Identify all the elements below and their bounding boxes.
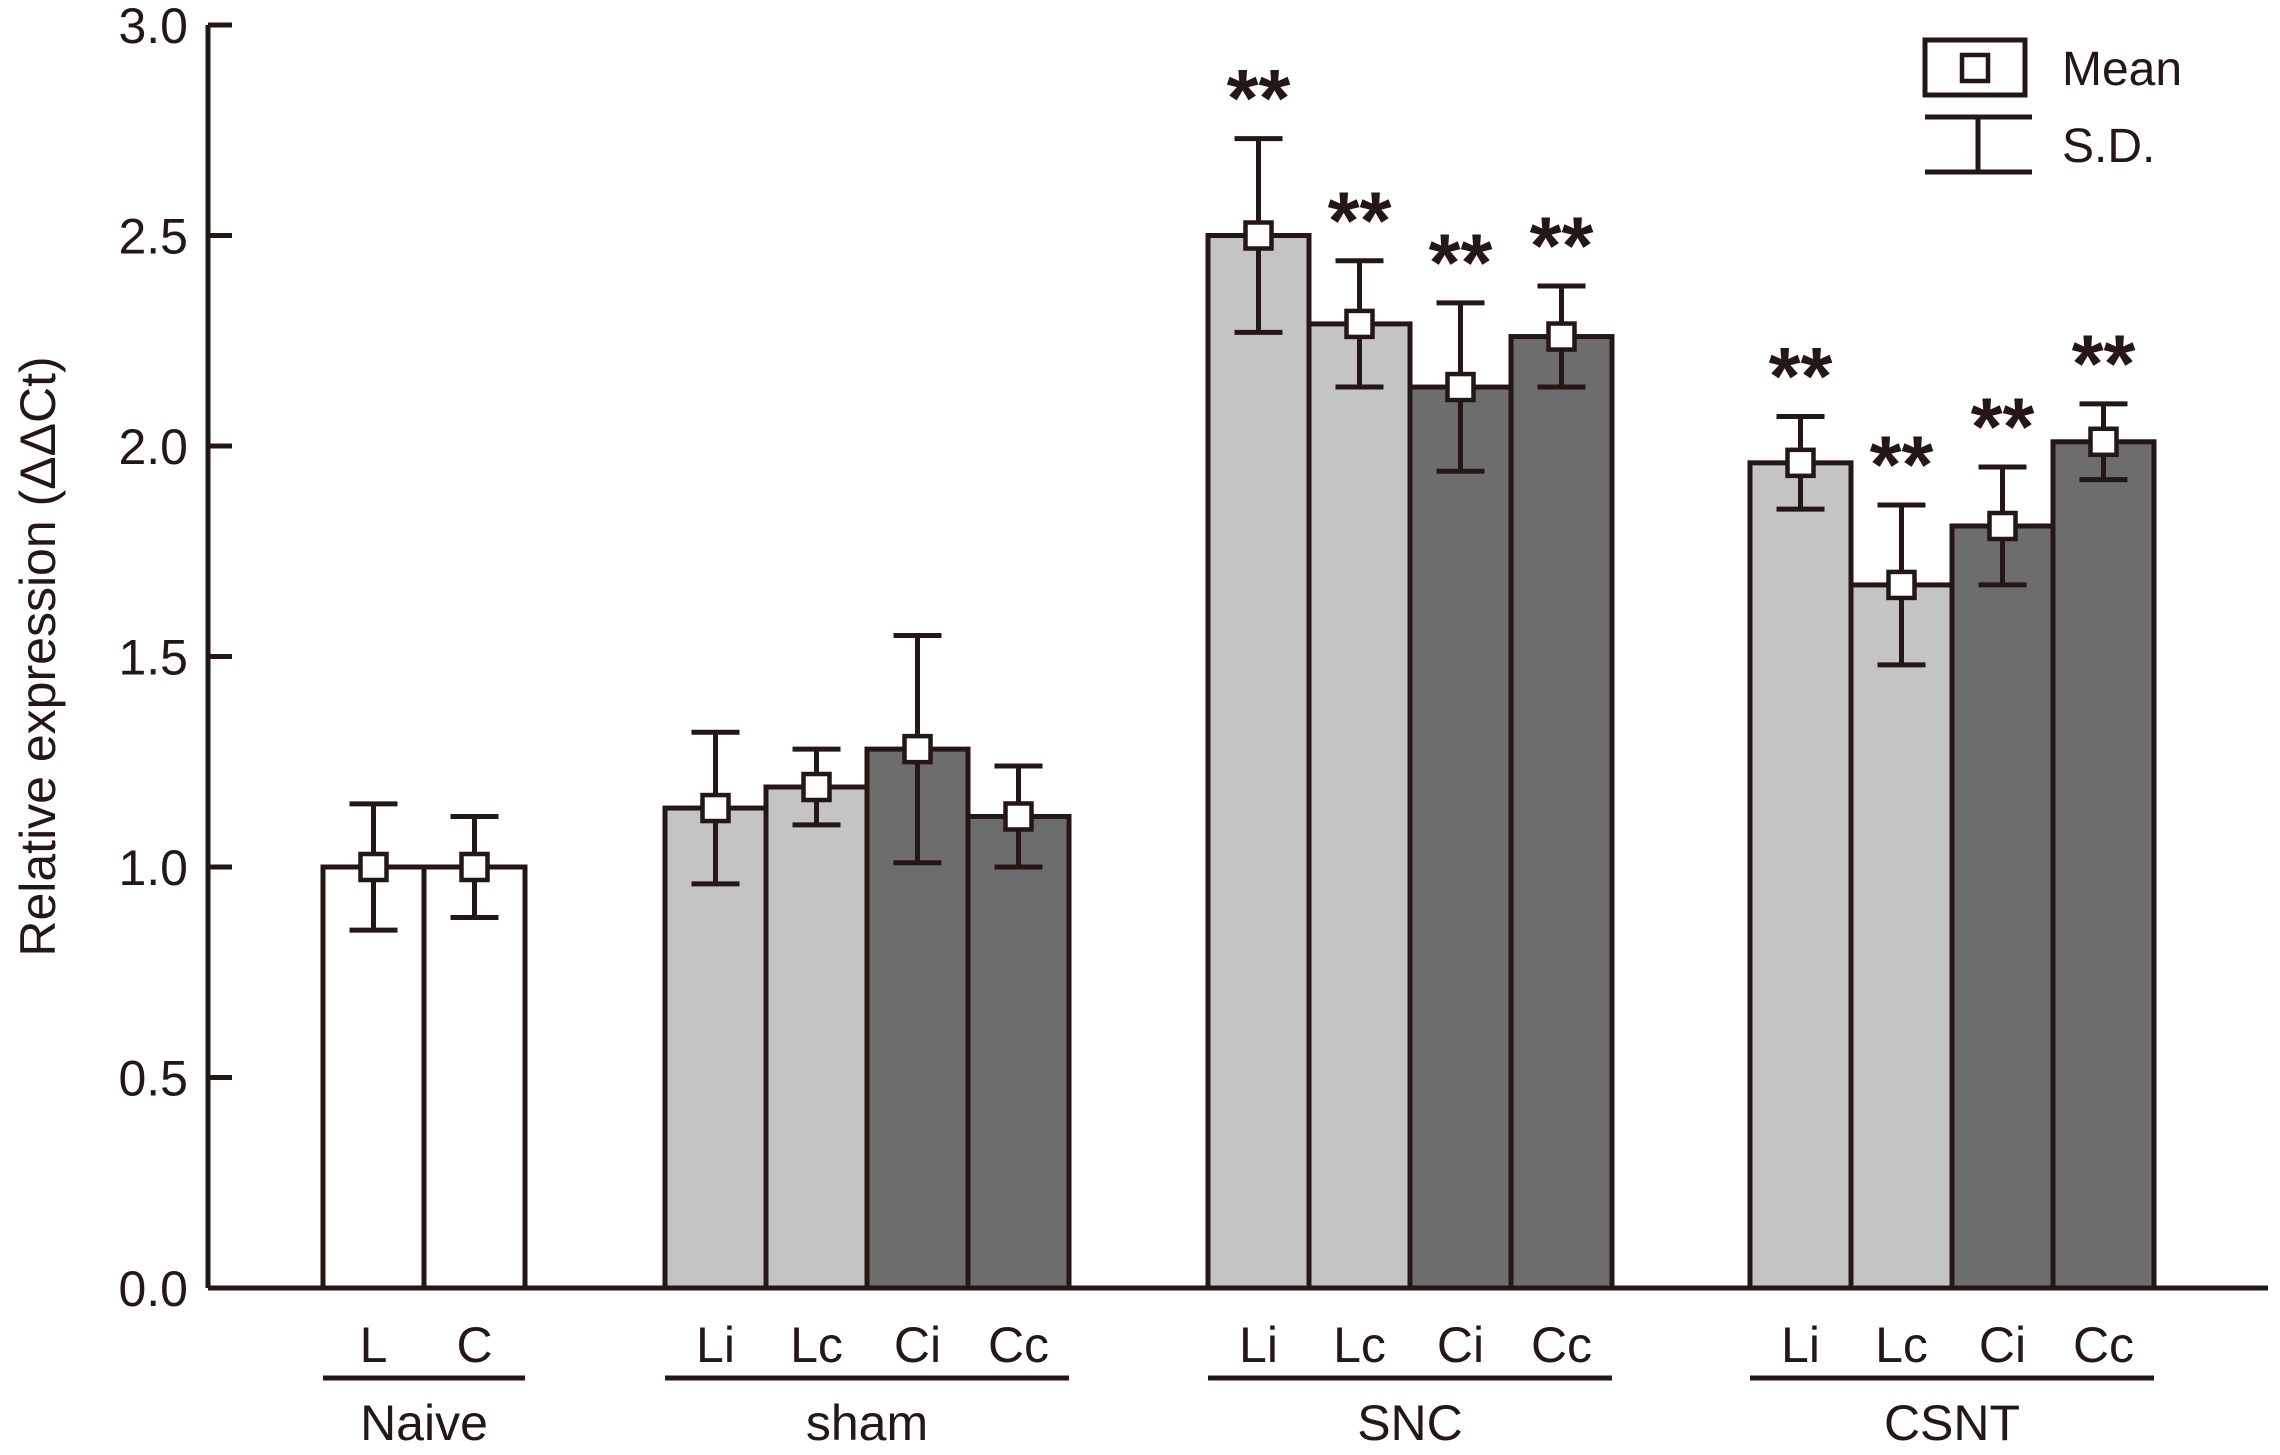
significance-mark: ** — [1971, 382, 2035, 473]
y-tick-label: 0.5 — [118, 1051, 188, 1107]
mean-marker-csnt-cc — [2088, 426, 2119, 458]
mean-markers-layer — [358, 220, 2119, 883]
significance-mark: ** — [1769, 332, 1833, 423]
bar-csnt-cc — [2050, 439, 2157, 1291]
mean-marker-sham-cc — [1003, 801, 1034, 832]
bar-snc-ci — [1407, 384, 1514, 1291]
significance-mark: ** — [2072, 319, 2136, 410]
category-label: Cc — [988, 1317, 1049, 1373]
x-labels-layer: L C Naive Li Lc Ci Cc sham Li Lc Ci Cc SNC Li Lc Ci Cc CS… — [323, 1317, 2154, 1451]
significance-mark: ** — [1530, 201, 1594, 292]
mean-marker-csnt-lc — [1886, 569, 1917, 601]
bar-snc-li — [1205, 233, 1312, 1291]
y-axis-label: Relative expression (ΔΔCt) — [10, 356, 66, 956]
mean-marker-snc-cc — [1546, 321, 1577, 352]
bar-naive-l — [320, 864, 427, 1291]
y-tick-label: 2.0 — [118, 419, 188, 475]
mean-marker-sham-li — [700, 792, 731, 824]
y-tick-label: 3.0 — [118, 0, 188, 54]
category-label: Li — [1239, 1317, 1278, 1373]
significance-mark: ** — [1227, 54, 1291, 145]
bar-snc-cc — [1508, 334, 1615, 1291]
y-tick-label: 1.0 — [118, 840, 188, 896]
bar-csnt-lc — [1848, 582, 1955, 1291]
legend: Mean S.D. — [1922, 37, 2182, 175]
category-label: Ci — [1437, 1317, 1484, 1373]
category-label: Cc — [1531, 1317, 1592, 1373]
category-label: C — [456, 1317, 492, 1373]
bar-sham-cc — [965, 813, 1072, 1291]
category-label: Ci — [1979, 1317, 2026, 1373]
bar-csnt-li — [1747, 460, 1854, 1291]
y-tick-label: 0.0 — [118, 1261, 188, 1317]
category-label: Li — [1781, 1317, 1820, 1373]
legend-sd-symbol — [1925, 114, 2032, 175]
mean-marker-sham-lc — [801, 771, 832, 803]
bar-sham-li — [662, 805, 769, 1291]
category-label: Lc — [790, 1317, 843, 1373]
mean-marker-csnt-li — [1785, 447, 1816, 479]
significance-mark: ** — [1328, 176, 1392, 267]
mean-marker-snc-lc — [1344, 308, 1375, 340]
group-label-csnt: CSNT — [1884, 1395, 2020, 1451]
category-label: L — [360, 1317, 388, 1373]
group-label-snc: SNC — [1357, 1395, 1463, 1451]
category-label: Li — [696, 1317, 735, 1373]
axes-layer: 0.0 0.5 1.0 1.5 2.0 2.5 3.0 Relative expression… — [10, 0, 2268, 1317]
category-label: Lc — [1875, 1317, 1928, 1373]
group-label-sham: sham — [806, 1395, 928, 1451]
significance-layer: ** ** ** ** ** ** ** ** — [1227, 54, 2136, 511]
y-tick-label: 1.5 — [118, 630, 188, 686]
category-label: Cc — [2073, 1317, 2134, 1373]
group-label-naive: Naive — [360, 1395, 488, 1451]
bar-snc-lc — [1306, 321, 1413, 1291]
significance-mark: ** — [1429, 218, 1493, 309]
bar-naive-c — [421, 864, 528, 1291]
legend-mean-label: Mean — [2062, 43, 2182, 96]
mean-marker-sham-ci — [902, 733, 933, 765]
legend-sd-label: S.D. — [2062, 120, 2155, 173]
y-tick-label: 2.5 — [118, 209, 188, 265]
mean-marker-snc-li — [1243, 220, 1274, 251]
mean-marker-csnt-ci — [1987, 510, 2018, 542]
bar-csnt-ci — [1949, 523, 2056, 1291]
bars-layer — [320, 233, 2157, 1291]
mean-marker-naive-l — [358, 851, 389, 883]
mean-marker-snc-ci — [1445, 371, 1476, 403]
bar-sham-lc — [763, 784, 870, 1291]
mean-marker-naive-c — [459, 851, 490, 883]
category-label: Ci — [894, 1317, 941, 1373]
legend-mean-marker — [1959, 52, 1991, 84]
category-label: Lc — [1333, 1317, 1386, 1373]
significance-mark: ** — [1870, 420, 1934, 511]
